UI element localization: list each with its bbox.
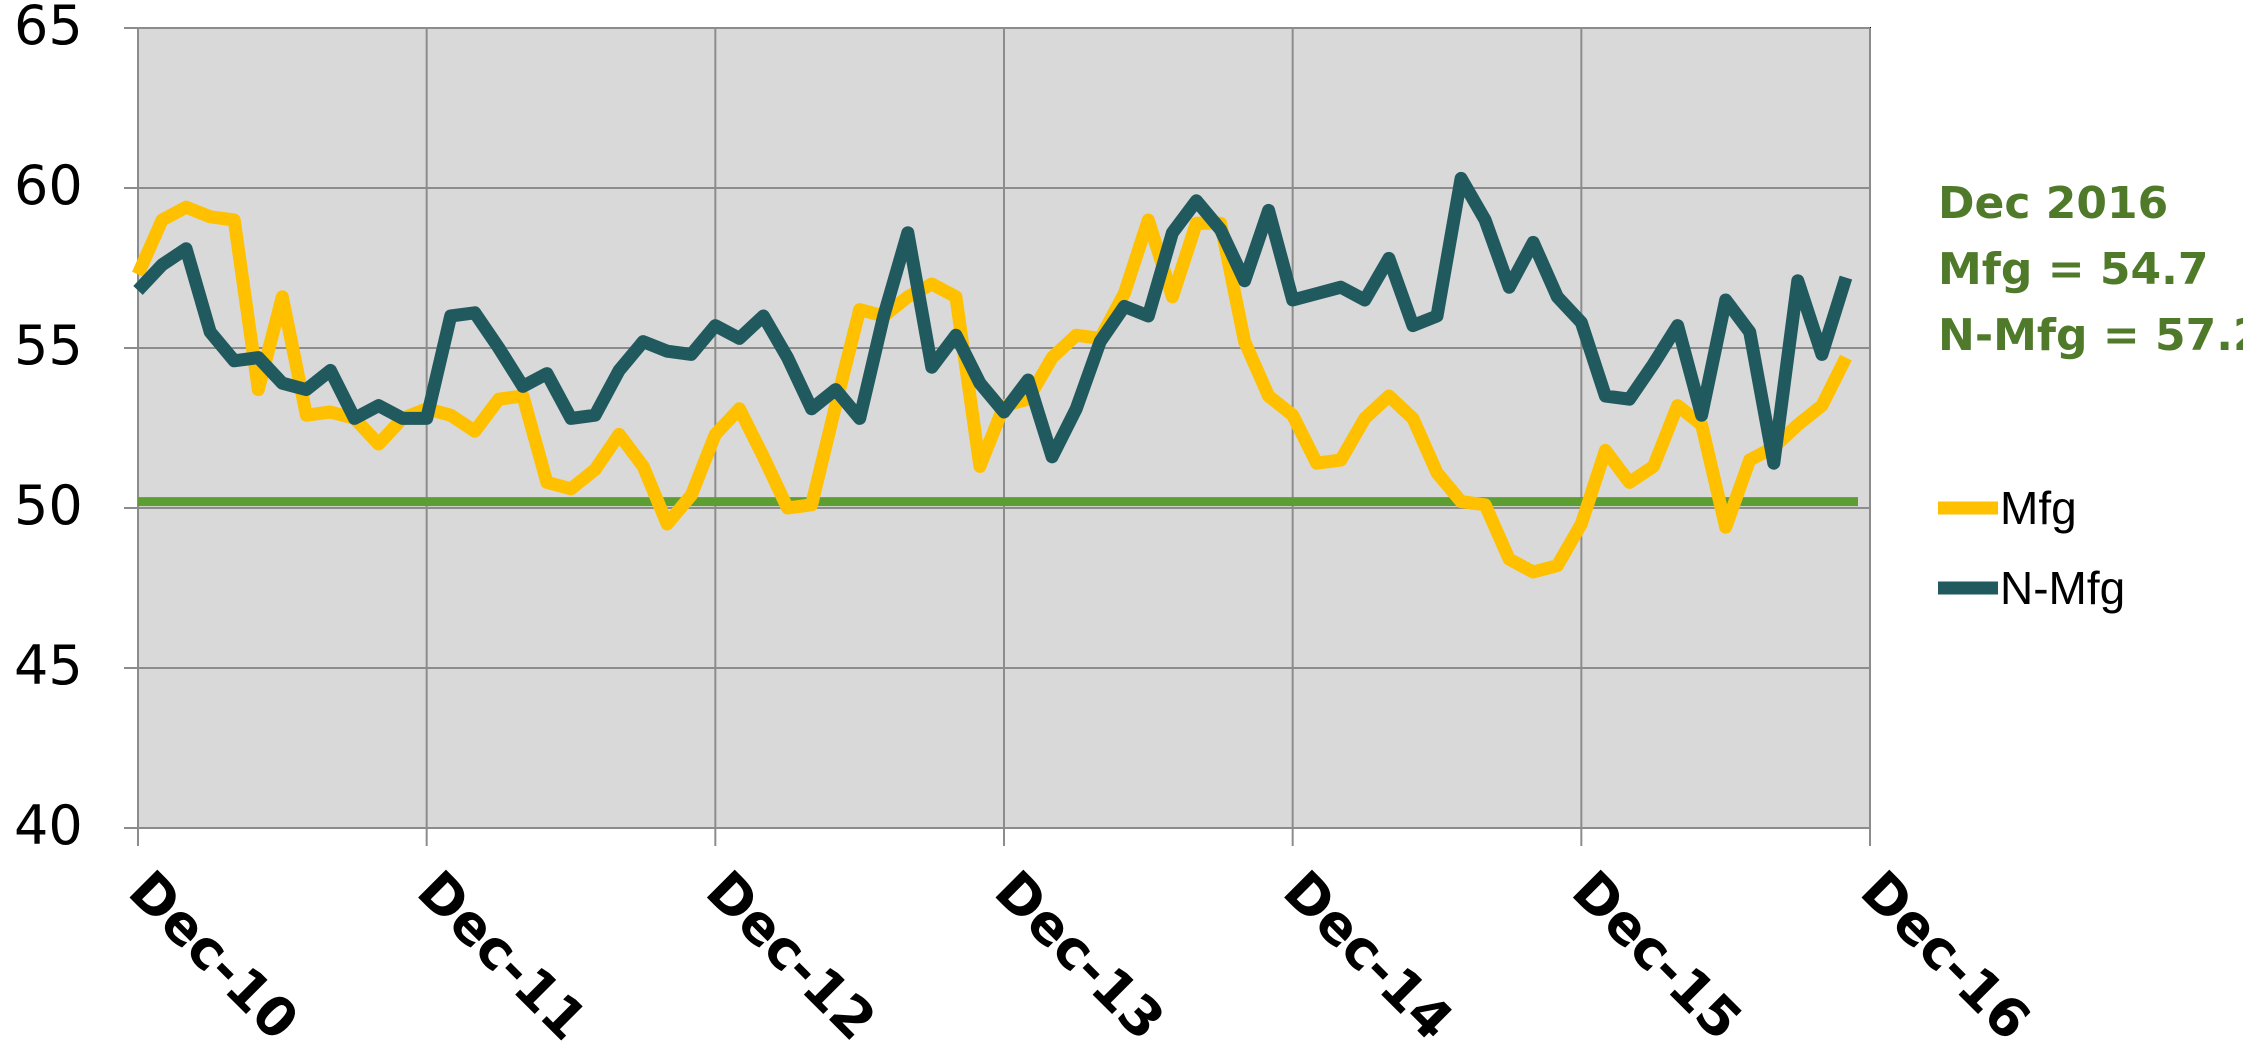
x-tick-label: Dec-10	[117, 859, 311, 1051]
y-tick-label: 65	[14, 0, 83, 57]
x-tick-label: Dec-13	[983, 859, 1177, 1051]
annotation-nmfg: N-Mfg = 57.2	[1938, 310, 2243, 361]
x-axis-ticks: Dec-10 Dec-11 Dec-12 Dec-13 Dec-14 Dec-15 Dec-…	[117, 828, 2043, 1051]
annotation-date: Dec 2016	[1938, 178, 2168, 229]
latest-value-annotation: Dec 2016 Mfg = 54.7 N-Mfg = 57.2	[1938, 178, 2243, 361]
x-tick-label: Dec-14	[1271, 859, 1465, 1051]
x-tick-label: Dec-11	[405, 859, 599, 1051]
y-tick-label: 50	[14, 474, 83, 537]
y-tick-label: 55	[14, 314, 83, 377]
y-tick-label: 45	[14, 634, 83, 697]
x-tick-label: Dec-16	[1849, 859, 2043, 1051]
legend-label-nmfg: N-Mfg	[2000, 562, 2125, 614]
series-lines	[132, 171, 1853, 579]
y-axis-ticks: 40 45 50 55 60 65	[14, 0, 138, 857]
y-tick-label: 40	[14, 794, 83, 857]
annotation-mfg: Mfg = 54.7	[1938, 244, 2209, 295]
x-tick-label: Dec-12	[694, 859, 888, 1051]
legend: Mfg N-Mfg	[1938, 482, 2125, 614]
series-line-nmfg	[133, 171, 1853, 470]
legend-label-mfg: Mfg	[2000, 482, 2077, 534]
x-tick-label: Dec-15	[1560, 859, 1754, 1051]
y-tick-label: 60	[14, 154, 83, 217]
